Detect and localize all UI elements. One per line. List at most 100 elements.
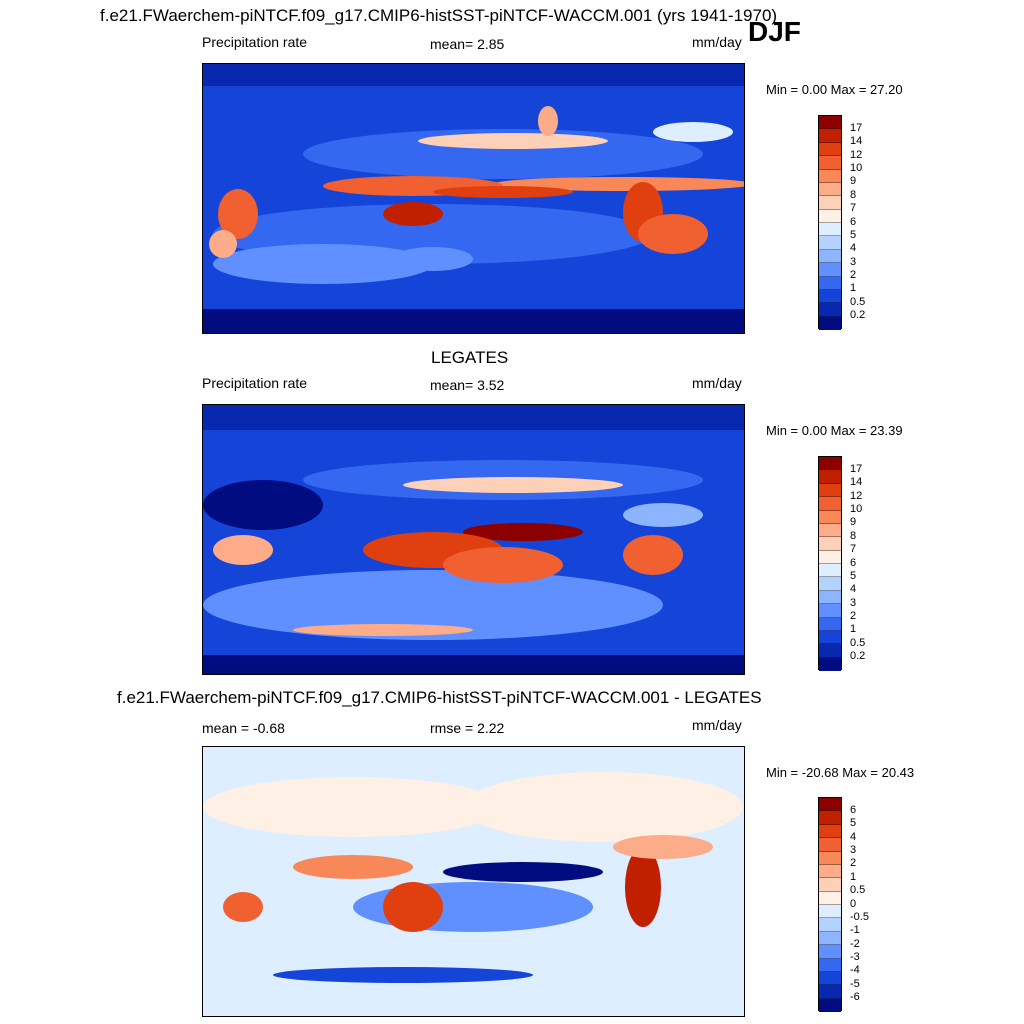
colorbar-segment xyxy=(819,798,841,812)
precip-map-legates xyxy=(202,404,745,675)
colorbar-tick-label: 14 xyxy=(850,476,863,489)
colorbar-segment xyxy=(819,918,841,932)
panel2-left-label: Precipitation rate xyxy=(202,375,308,391)
colorbar-segment xyxy=(819,249,841,264)
colorbar-segment xyxy=(819,497,841,511)
colorbar-tick-label: 0.5 xyxy=(850,295,866,308)
panel1-units: mm/day xyxy=(692,34,742,50)
colorbar-tick-label: 4 xyxy=(850,830,857,843)
panel3-title: f.e21.FWaerchem-piNTCF.f09_g17.CMIP6-his… xyxy=(117,688,762,707)
colorbar-segment xyxy=(819,824,841,839)
colorbar-tick-label: 14 xyxy=(850,135,863,148)
colorbar-segment xyxy=(819,116,841,130)
colorbar-segment xyxy=(819,590,841,605)
colorbar-segment xyxy=(819,985,841,999)
panel3-center-label: rmse = 2.22 xyxy=(430,720,505,736)
colorbar-tick-label: 1 xyxy=(850,870,857,883)
colorbar-segment xyxy=(819,457,841,471)
colorbar-tick-label: 2 xyxy=(850,610,857,622)
panel3-left-label: mean = -0.68 xyxy=(202,720,285,736)
colorbar-segment xyxy=(819,958,841,972)
colorbar-segment xyxy=(819,142,841,157)
precip-map-model xyxy=(202,63,745,334)
panel3-minmax: Min = -20.68 Max = 20.43 xyxy=(766,765,915,780)
colorbar-tick-label: 10 xyxy=(850,503,863,515)
colorbar-segment xyxy=(819,604,841,618)
colorbar-segment xyxy=(819,316,841,330)
colorbar-segment xyxy=(819,209,841,223)
colorbar-tick-label: -5 xyxy=(850,977,860,990)
colorbar-tick-label: 5 xyxy=(850,817,857,830)
colorbar-segment xyxy=(819,864,841,879)
colorbar-segment xyxy=(819,811,841,825)
panel2-center-label: mean= 3.52 xyxy=(430,377,505,393)
colorbar-segment xyxy=(819,537,841,551)
colorbar-difference xyxy=(818,797,842,1012)
colorbar-tick-label: 2 xyxy=(850,269,857,281)
colorbar-segment xyxy=(819,510,841,524)
colorbar-tick-label: 8 xyxy=(850,529,857,542)
colorbar-segment xyxy=(819,156,841,170)
colorbar-segment xyxy=(819,182,841,197)
colorbar-tick-label: 4 xyxy=(850,242,857,255)
colorbar-tick-label: 3 xyxy=(850,844,857,856)
panel3-units: mm/day xyxy=(692,717,742,733)
colorbar-tick-label: 0.2 xyxy=(850,650,866,663)
colorbar-segment xyxy=(819,630,841,645)
colorbar-segment xyxy=(819,998,841,1012)
colorbar-segment xyxy=(819,276,841,290)
colorbar-segment xyxy=(819,905,841,919)
colorbar-segment xyxy=(819,617,841,631)
season-label: DJF xyxy=(748,16,801,47)
colorbar-tick-label: 3 xyxy=(850,255,857,268)
colorbar-tick-label: 5 xyxy=(850,569,857,582)
colorbar-tick-label: -1 xyxy=(850,924,860,937)
panel2-minmax: Min = 0.00 Max = 23.39 xyxy=(766,423,903,438)
colorbar-tick-label: -6 xyxy=(850,991,860,1004)
colorbar-tick-label: 1 xyxy=(850,282,857,295)
colorbar-tick-label: 7 xyxy=(850,202,857,215)
colorbar-segment xyxy=(819,303,841,317)
colorbar-tick-label: 0.5 xyxy=(850,884,866,897)
colorbar-segment xyxy=(819,644,841,658)
colorbar-tick-label: 3 xyxy=(850,596,857,609)
panel1-center-label: mean= 2.85 xyxy=(430,36,505,52)
colorbar-tick-label: 2 xyxy=(850,857,857,870)
colorbar-segment xyxy=(819,878,841,892)
colorbar-segment xyxy=(819,838,841,852)
colorbar-tick-label: 0.2 xyxy=(850,309,866,322)
colorbar-segment xyxy=(819,564,841,578)
panel1-minmax: Min = 0.00 Max = 27.20 xyxy=(766,82,903,97)
colorbar-segment xyxy=(819,169,841,183)
colorbar-tick-label: 1 xyxy=(850,623,857,636)
colorbar-tick-label: 4 xyxy=(850,583,857,596)
colorbar-tick-label: -3 xyxy=(850,951,860,963)
colorbar-tick-label: 6 xyxy=(850,215,857,228)
colorbar-tick-label: -4 xyxy=(850,964,860,977)
colorbar-tick-label: -0.5 xyxy=(850,910,869,923)
panel1-left-label: Precipitation rate xyxy=(202,34,308,50)
colorbar-segment xyxy=(819,236,841,250)
colorbar-tick-label: 9 xyxy=(850,516,857,529)
panel1-title: f.e21.FWaerchem-piNTCF.f09_g17.CMIP6-his… xyxy=(100,6,778,25)
colorbar-tick-label: 12 xyxy=(850,489,863,502)
colorbar-segment xyxy=(819,483,841,498)
colorbar-tick-label: 0.5 xyxy=(850,636,866,649)
colorbar-tick-label: 9 xyxy=(850,175,857,188)
colorbar-segment xyxy=(819,550,841,564)
colorbar-segment xyxy=(819,891,841,905)
colorbar-segment xyxy=(819,971,841,986)
colorbar-tick-label: 10 xyxy=(850,162,863,174)
colorbar-model xyxy=(818,115,842,330)
precip-map-difference xyxy=(202,746,745,1017)
colorbar-segment xyxy=(819,470,841,484)
colorbar-segment xyxy=(819,196,841,210)
colorbar-tick-label: -2 xyxy=(850,937,860,950)
panel2-units: mm/day xyxy=(692,375,742,391)
colorbar-segment xyxy=(819,851,841,865)
colorbar-segment xyxy=(819,577,841,591)
colorbar-legates xyxy=(818,456,842,671)
colorbar-tick-label: 5 xyxy=(850,228,857,241)
colorbar-segment xyxy=(819,223,841,237)
panel2-title: LEGATES xyxy=(431,348,509,367)
